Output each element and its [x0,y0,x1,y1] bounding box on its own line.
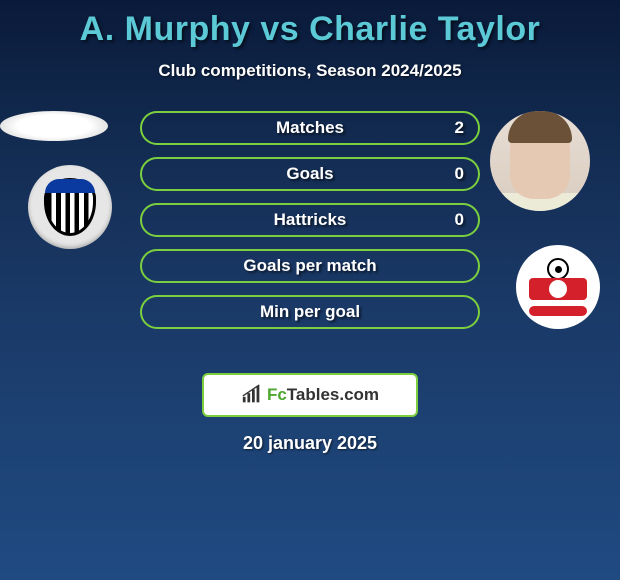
subtitle: Club competitions, Season 2024/2025 [0,61,620,81]
stat-row-hattricks: Hattricks 0 [140,203,480,237]
stat-row-goals-per-match: Goals per match [140,249,480,283]
player-1-photo [0,111,108,141]
stat-label: Matches [276,118,344,138]
player-2-club-logo [516,245,600,329]
stats-list: Matches 2 Goals 0 Hattricks 0 Goals per … [140,111,480,341]
bar-chart-icon [241,384,263,406]
date-text: 20 january 2025 [0,433,620,454]
comparison-area: Matches 2 Goals 0 Hattricks 0 Goals per … [0,111,620,371]
stat-value: 0 [455,164,464,184]
stat-label: Min per goal [260,302,360,322]
stat-value: 0 [455,210,464,230]
stat-row-goals: Goals 0 [140,157,480,191]
player-1-club-logo [28,165,112,249]
branding-text: FcTables.com [267,385,379,405]
stat-label: Goals [286,164,333,184]
stat-row-min-per-goal: Min per goal [140,295,480,329]
stat-label: Goals per match [243,256,376,276]
player-2-photo [490,111,590,211]
stat-row-matches: Matches 2 [140,111,480,145]
branding-badge[interactable]: FcTables.com [202,373,418,417]
stat-label: Hattricks [274,210,347,230]
page-title: A. Murphy vs Charlie Taylor [0,0,620,49]
stat-value: 2 [455,118,464,138]
